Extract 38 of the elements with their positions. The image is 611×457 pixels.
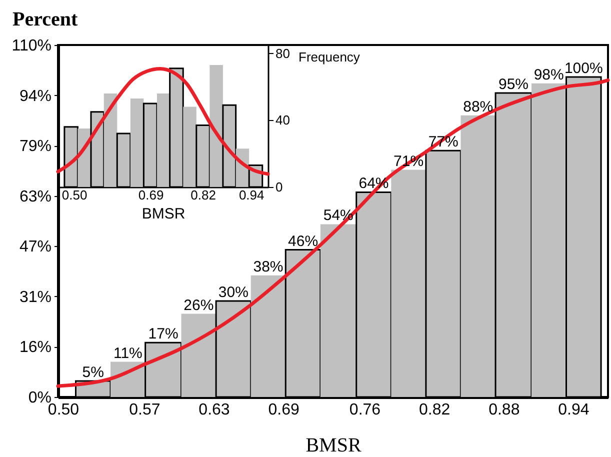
data-label: 11%	[113, 344, 142, 362]
x-tick-label: 0.94	[238, 188, 264, 202]
x-tick-label: 0.82	[190, 188, 216, 202]
data-label: 26%	[184, 296, 214, 314]
y-axis-title: Percent	[12, 8, 78, 30]
data-label: 98%	[534, 66, 564, 84]
x-tick-label: 0.76	[349, 402, 381, 418]
data-label: 17%	[148, 326, 178, 343]
x-tick-label: 0.69	[138, 188, 164, 202]
x-tick-label: 0.69	[268, 402, 300, 418]
y-tick-label: 79%	[19, 138, 52, 156]
y-tick-label: 110%	[12, 38, 52, 54]
line-series	[56, 78, 610, 388]
y-axis-title: Frequency	[298, 50, 360, 64]
data-label: 95%	[498, 76, 529, 93]
x-axis-title: BMSR	[306, 434, 362, 456]
y-tick-label: 80	[276, 46, 290, 61]
data-label: 100%	[564, 60, 603, 77]
data-label: 30%	[218, 284, 248, 301]
x-tick-label: 0.63	[198, 402, 230, 418]
x-tick-label: 0.57	[129, 402, 160, 418]
x-tick-label: 0.88	[488, 402, 520, 418]
x-tick-label: 0.50	[62, 188, 88, 202]
x-axis-title: BMSR	[142, 206, 186, 222]
y-tick-label: 47%	[19, 238, 52, 256]
data-label: 88%	[463, 98, 494, 116]
y-tick-label: 63%	[19, 188, 52, 206]
y-tick-label: 31%	[19, 288, 52, 306]
y-tick-label: 40	[276, 112, 290, 128]
y-tick-label: 0	[276, 180, 283, 194]
x-tick-label: 0.82	[418, 402, 450, 418]
data-label: 38%	[253, 258, 284, 276]
data-label: 5%	[82, 364, 104, 381]
data-label: 46%	[288, 232, 318, 250]
y-tick-label: 16%	[19, 339, 52, 356]
x-tick-label: 0.50	[48, 402, 80, 418]
y-tick-label: 94%	[19, 88, 52, 105]
x-tick-label: 0.94	[558, 402, 590, 418]
